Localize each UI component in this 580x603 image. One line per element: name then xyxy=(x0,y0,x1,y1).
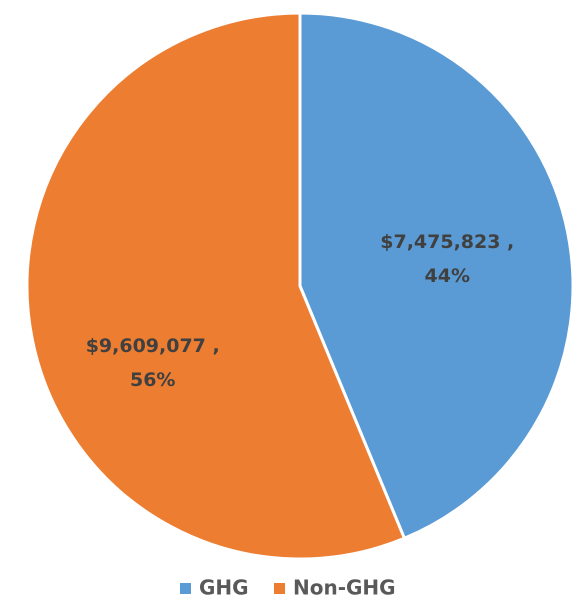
legend-swatch xyxy=(274,583,285,594)
slice-value-label: $7,475,823 , xyxy=(380,231,514,253)
slice-value-label: $9,609,077 , xyxy=(86,335,220,357)
slice-percent-label: 56% xyxy=(130,369,175,391)
slice-percent-label: 44% xyxy=(425,265,470,287)
legend-swatch xyxy=(180,583,191,594)
pie-slice xyxy=(298,11,575,541)
legend-label: GHG xyxy=(199,576,249,600)
pie-slice xyxy=(25,11,407,561)
legend-label: Non-GHG xyxy=(293,576,396,600)
